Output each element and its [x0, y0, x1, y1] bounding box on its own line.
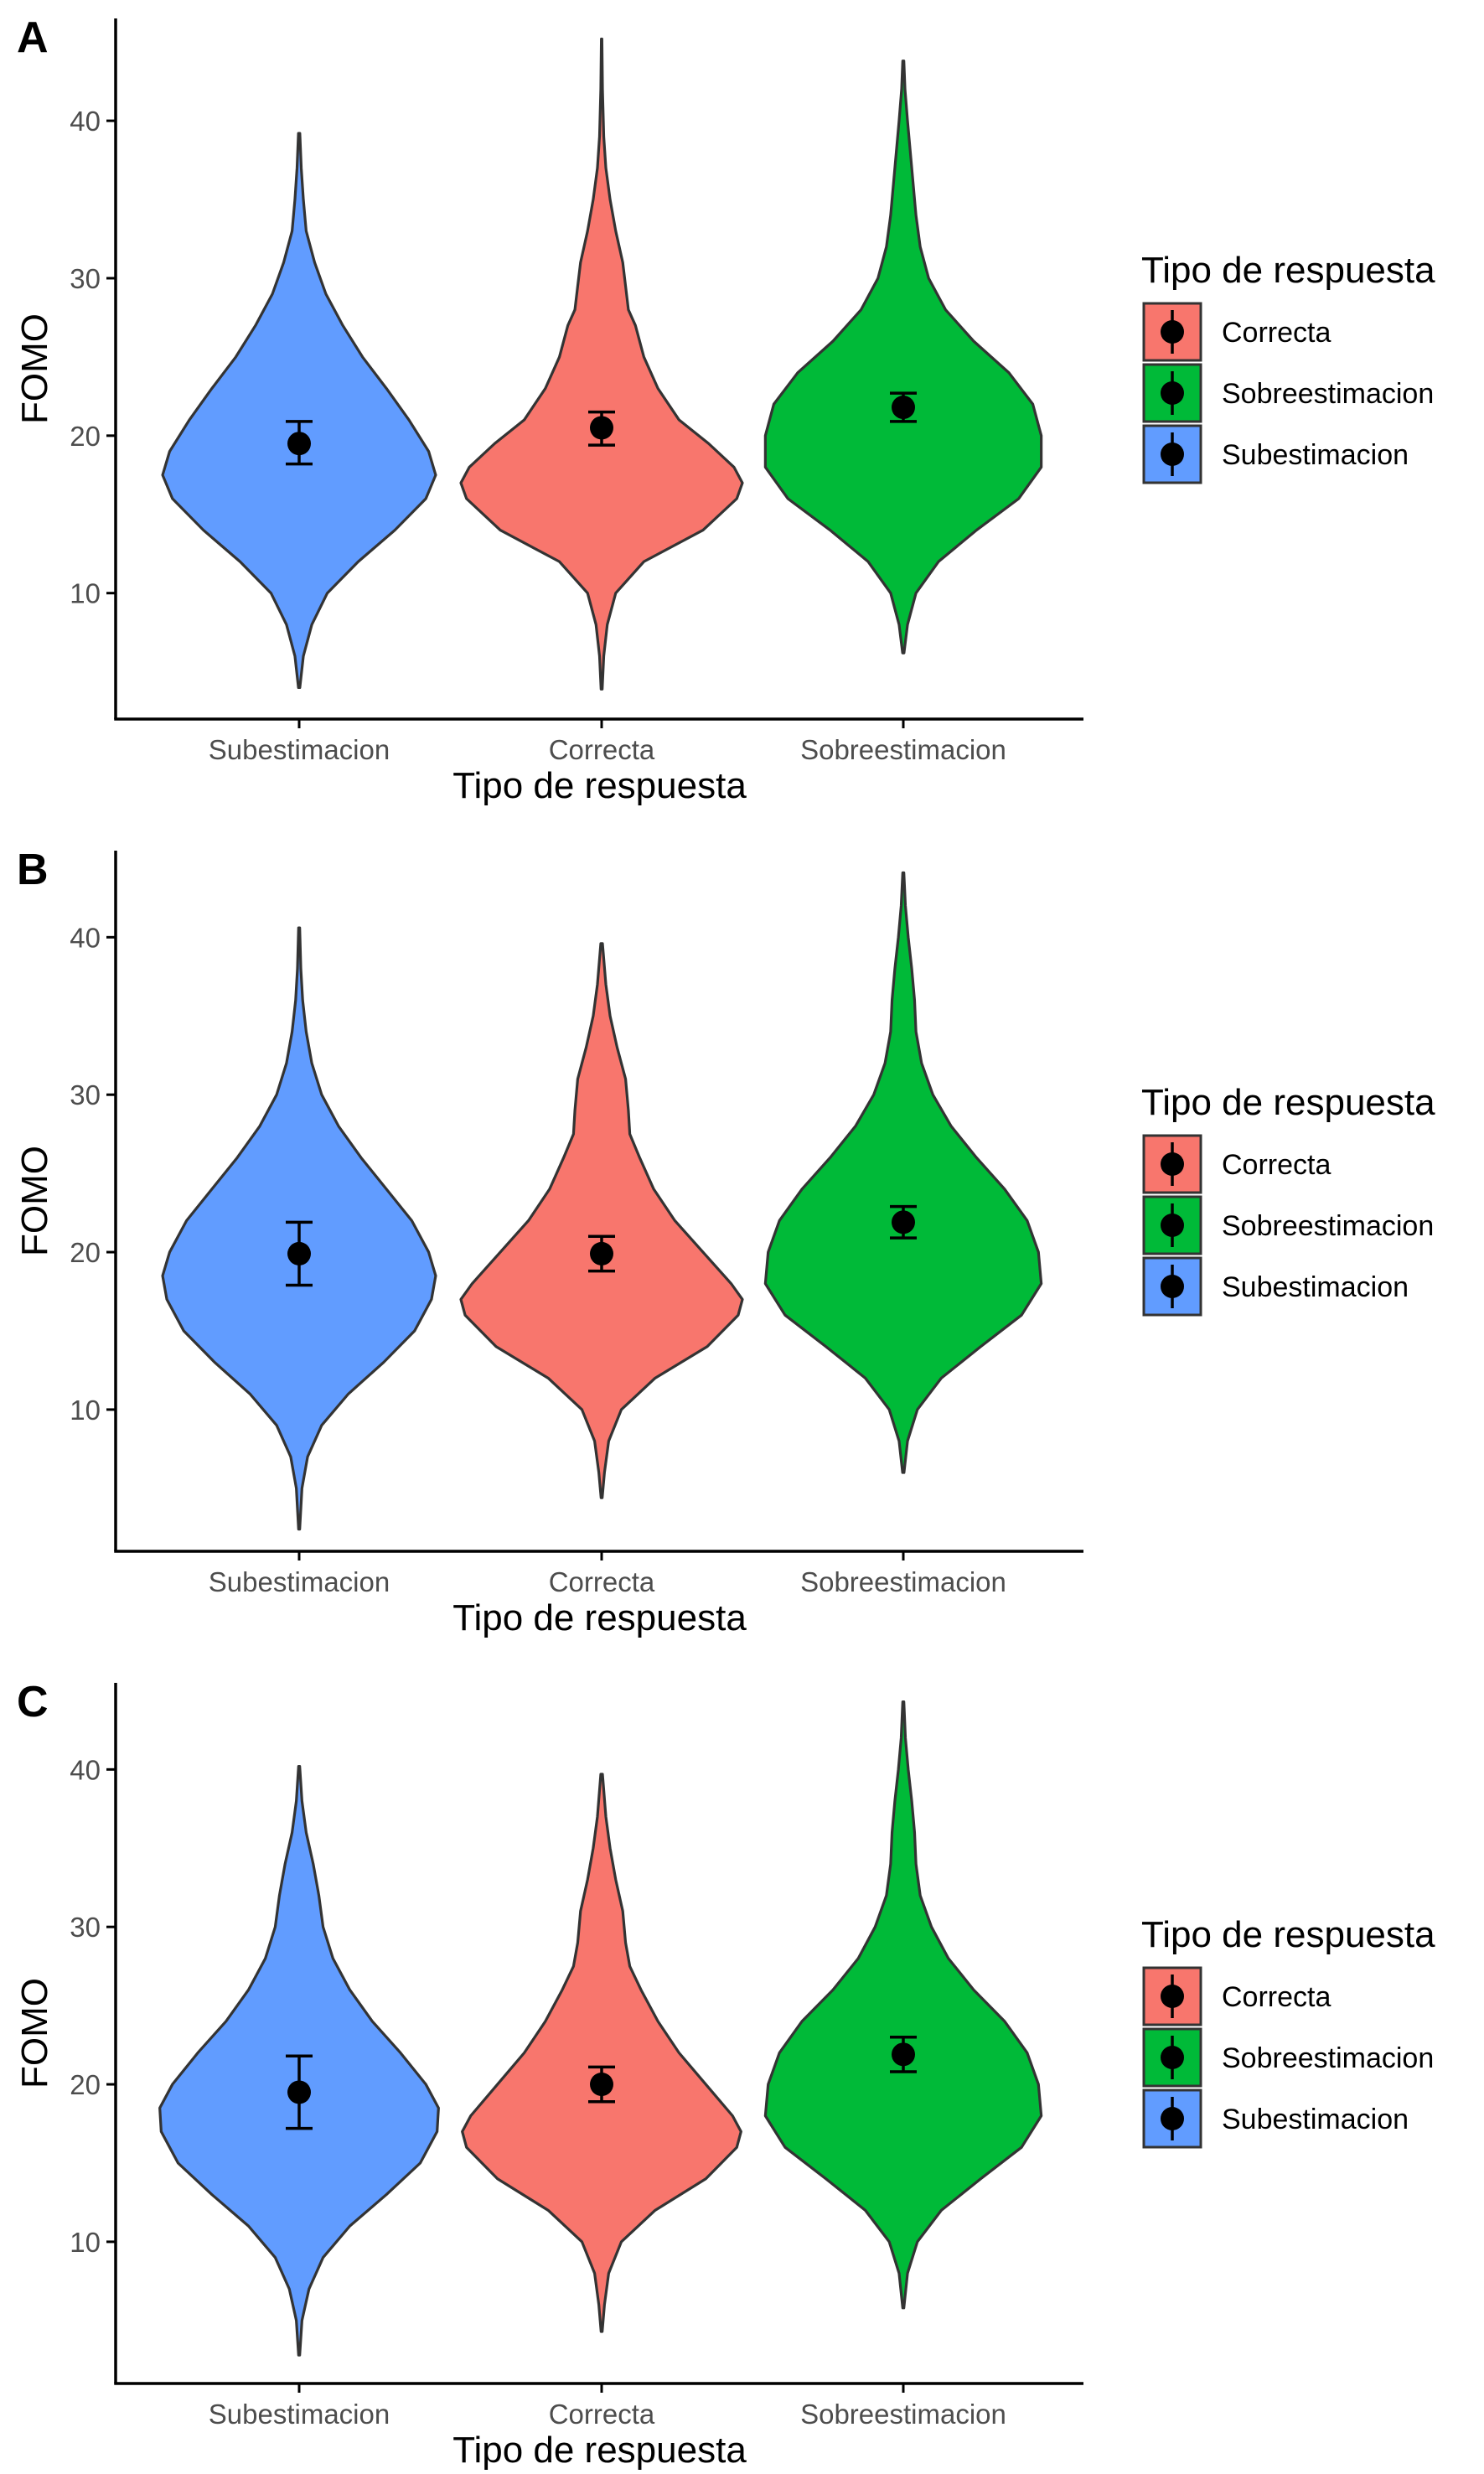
legend-key-subestimacion — [1142, 424, 1202, 484]
violin-correcta — [461, 1773, 742, 2333]
legend-title: Tipo de respuesta — [1141, 250, 1435, 291]
legend-point-glyph — [1161, 443, 1184, 466]
x-tick-label: Correcta — [549, 734, 655, 765]
panel-label: A — [17, 13, 49, 62]
x-tick-label: Sobreestimacion — [800, 2399, 1006, 2430]
legend-key-correcta — [1142, 1966, 1202, 2026]
legend-key-sobreestimacion — [1142, 1195, 1202, 1255]
legend-point-glyph — [1161, 2107, 1184, 2130]
legend: Tipo de respuesta Correcta Sobreestimacion… — [1141, 250, 1435, 484]
x-tick-label: Sobreestimacion — [800, 1566, 1006, 1597]
y-tick-label: 30 — [70, 1079, 101, 1110]
legend-key-subestimacion — [1142, 1256, 1202, 1317]
x-tick-label: Sobreestimacion — [800, 734, 1006, 765]
y-tick-label: 20 — [70, 421, 101, 452]
mean-point-sobreestimacion — [892, 396, 915, 420]
mean-point-correcta — [590, 416, 613, 440]
panel-b: B 10 20 30 40 Subestimacion Correcta Sobreestim… — [14, 846, 1435, 1638]
violin-sobreestimacion — [763, 60, 1043, 655]
mean-point-subestimacion — [287, 1241, 311, 1265]
legend-key-subestimacion — [1142, 2088, 1202, 2149]
legend-point-glyph — [1161, 1985, 1184, 2008]
legend-point-glyph — [1161, 381, 1184, 405]
legend-key-sobreestimacion — [1142, 2027, 1202, 2088]
y-tick-label: 40 — [70, 922, 101, 953]
y-tick-label: 30 — [70, 263, 101, 294]
mean-point-sobreestimacion — [892, 1210, 915, 1234]
legend-title: Tipo de respuesta — [1141, 1082, 1435, 1123]
legend: Tipo de respuesta Correcta Sobreestimacion… — [1141, 1082, 1435, 1317]
legend-label: Sobreestimacion — [1222, 1210, 1434, 1242]
mean-point-sobreestimacion — [892, 2042, 915, 2067]
legend-point-glyph — [1161, 1152, 1184, 1176]
violin-sobreestimacion — [763, 1700, 1043, 2310]
legend-point-glyph — [1161, 1214, 1184, 1237]
y-tick-label: 30 — [70, 1912, 101, 1943]
x-tick-label: Subestimacion — [209, 1566, 390, 1597]
x-axis-title: Tipo de respuesta — [452, 765, 747, 806]
panel-a: A 10 20 30 40 Subestimacion Correcta Sobreestim… — [14, 13, 1435, 806]
x-tick-label: Correcta — [549, 2399, 655, 2430]
y-axis-title: FOMO — [14, 1978, 55, 2088]
violin-subestimacion — [161, 132, 437, 690]
y-tick-label: 40 — [70, 106, 101, 137]
legend-label: Subestimacion — [1222, 1271, 1409, 1303]
legend-label: Correcta — [1222, 1981, 1331, 2013]
mean-point-subestimacion — [287, 2080, 311, 2104]
y-tick-label: 20 — [70, 2069, 101, 2100]
legend-point-glyph — [1161, 320, 1184, 344]
x-tick-label: Subestimacion — [209, 2399, 390, 2430]
legend-key-correcta — [1142, 302, 1202, 362]
legend-point-glyph — [1161, 2046, 1184, 2069]
violin-sobreestimacion — [763, 871, 1043, 1474]
y-tick-label: 10 — [70, 1395, 101, 1426]
y-axis-title: FOMO — [14, 1146, 55, 1256]
x-tick-label: Correcta — [549, 1566, 655, 1597]
legend: Tipo de respuesta Correcta Sobreestimacion… — [1141, 1914, 1435, 2149]
y-axis-title: FOMO — [14, 313, 55, 424]
legend-label: Correcta — [1222, 317, 1331, 349]
panel-label: B — [17, 846, 49, 894]
legend-key-sobreestimacion — [1142, 363, 1202, 423]
legend-point-glyph — [1161, 1275, 1184, 1298]
mean-point-subestimacion — [287, 432, 311, 456]
y-tick-label: 10 — [70, 578, 101, 609]
x-tick-label: Subestimacion — [209, 734, 390, 765]
legend-label: Subestimacion — [1222, 439, 1409, 471]
legend-label: Correcta — [1222, 1149, 1331, 1181]
panel-c: C 10 20 30 40 Subestimacion Correcta Sobreestim… — [14, 1678, 1435, 2471]
panel-label: C — [17, 1678, 49, 1726]
violin-correcta — [459, 942, 744, 1499]
mean-point-correcta — [590, 1241, 613, 1265]
violin-correcta — [459, 37, 744, 691]
mean-point-correcta — [590, 2073, 613, 2097]
legend-label: Sobreestimacion — [1222, 2042, 1434, 2074]
y-tick-label: 40 — [70, 1754, 101, 1785]
x-axis-title: Tipo de respuesta — [452, 2430, 747, 2471]
x-axis-title: Tipo de respuesta — [452, 1597, 747, 1638]
y-tick-label: 20 — [70, 1237, 101, 1268]
legend-title: Tipo de respuesta — [1141, 1914, 1435, 1955]
legend-label: Subestimacion — [1222, 2104, 1409, 2135]
legend-label: Sobreestimacion — [1222, 378, 1434, 410]
legend-key-correcta — [1142, 1134, 1202, 1194]
y-tick-label: 10 — [70, 2227, 101, 2258]
